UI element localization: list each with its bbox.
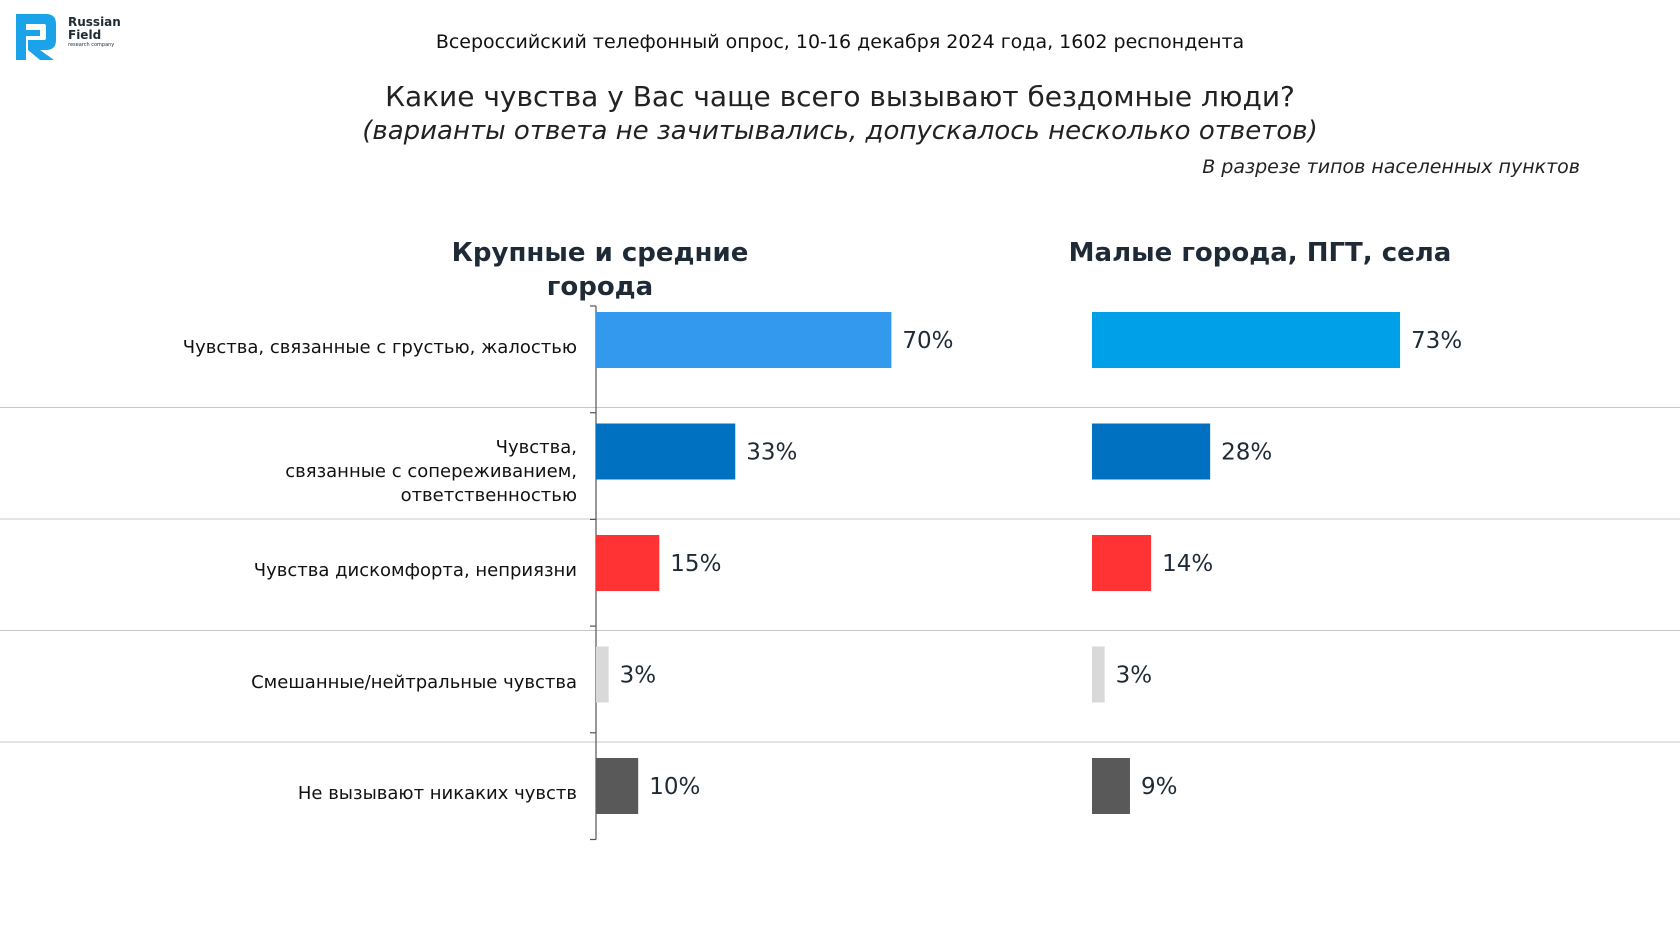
category-label: Чувства, связанные с грустью, жалостью (182, 337, 577, 358)
bar (596, 646, 609, 703)
category-label-line: Чувства, (495, 436, 577, 458)
category-label: Чувства дискомфорта, неприязни (253, 560, 577, 581)
value-label: 9% (1141, 774, 1178, 800)
bar (596, 758, 639, 814)
logo-name-line1: Russian (68, 15, 121, 29)
logo-name-line2: Field (68, 28, 102, 43)
value-label: 28% (1221, 440, 1272, 466)
value-label: 14% (1162, 551, 1213, 577)
question-note: (варианты ответа не зачитывались, допуск… (362, 116, 1318, 146)
panel-title-small-towns: Малые города, ПГТ, села (1068, 238, 1452, 268)
value-label: 10% (649, 774, 700, 800)
value-label: 33% (746, 440, 797, 466)
bar (1092, 535, 1152, 591)
logo-mark-icon (16, 14, 56, 60)
category-label: Чувства, связанные с сопереживанием, ответ… (37, 436, 577, 508)
bar (1092, 646, 1105, 703)
category-label: Не вызывают никаких чувств (297, 783, 577, 804)
value-label: 70% (902, 328, 953, 354)
bar (596, 423, 736, 480)
value-label: 3% (620, 663, 657, 689)
bar (1092, 758, 1130, 814)
bar (596, 535, 660, 591)
value-label: 73% (1411, 328, 1462, 354)
value-label: 3% (1116, 663, 1153, 689)
value-label: 15% (670, 551, 721, 577)
bar (596, 312, 892, 368)
breakdown-note: В разрезе типов населенных пунктов (1202, 156, 1580, 178)
category-label-line: ответственностью (400, 484, 577, 506)
bar (1092, 312, 1401, 368)
question-title: Какие чувства у Вас чаще всего вызывают … (385, 80, 1295, 113)
survey-info: Всероссийский телефонный опрос, 10-16 де… (435, 31, 1245, 53)
logo: Russian Field research company (10, 10, 140, 66)
category-label-line: связанные с сопереживанием, (285, 460, 577, 482)
logo-tagline: research company (68, 42, 115, 49)
panel-title-large-cities: Крупные и средние города (451, 238, 749, 302)
category-label: Смешанные/нейтральные чувства (251, 671, 577, 693)
bar (1092, 423, 1211, 480)
